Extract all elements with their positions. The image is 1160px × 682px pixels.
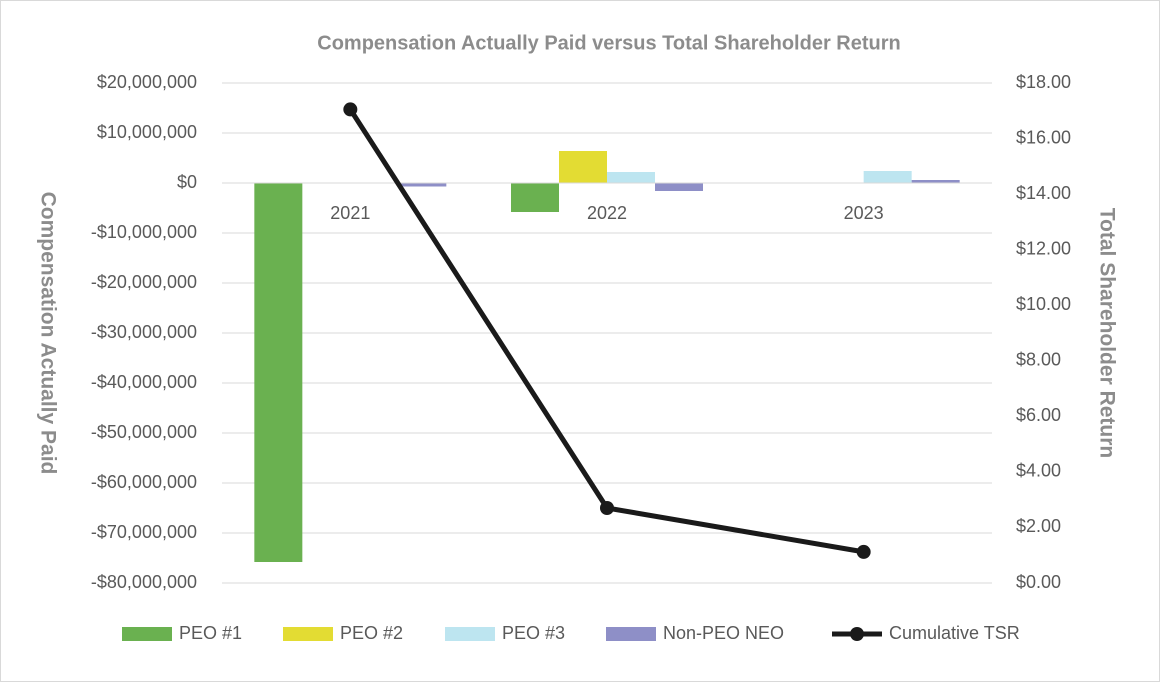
y-tick-label: -$30,000,000 [91, 322, 197, 342]
line-marker [343, 102, 358, 117]
y2-axis-title: Total Shareholder Return [1095, 208, 1118, 458]
legend-label: PEO #1 [179, 623, 242, 643]
bar [863, 171, 912, 183]
line-marker [600, 501, 614, 515]
y-tick-label: $10,000,000 [97, 122, 197, 142]
y2-tick-label: $8.00 [1016, 350, 1061, 370]
y-tick-label: -$80,000,000 [91, 572, 197, 592]
bar [911, 180, 960, 183]
bar [511, 183, 559, 212]
bar [559, 151, 607, 183]
y-tick-label: $0 [177, 172, 197, 192]
x-tick-label: 2021 [330, 203, 370, 223]
y-tick-label: -$20,000,000 [91, 272, 197, 292]
y-tick-label: -$40,000,000 [91, 372, 197, 392]
x-tick-label: 2023 [844, 203, 884, 223]
y2-tick-label: $12.00 [1016, 238, 1071, 258]
y-tick-label: -$70,000,000 [91, 522, 197, 542]
y-tick-label: -$50,000,000 [91, 422, 197, 442]
x-tick-label: 2022 [587, 203, 627, 223]
bar [398, 183, 447, 187]
y-tick-label: -$60,000,000 [91, 472, 197, 492]
bar [607, 172, 655, 183]
legend-swatch [283, 627, 333, 641]
y2-tick-label: $14.00 [1016, 183, 1071, 203]
y2-tick-label: $0.00 [1016, 572, 1061, 592]
y2-tick-label: $10.00 [1016, 294, 1071, 314]
y2-tick-label: $2.00 [1016, 516, 1061, 536]
y2-tick-label: $4.00 [1016, 461, 1061, 481]
y-tick-label: -$10,000,000 [91, 222, 197, 242]
y2-tick-label: $16.00 [1016, 127, 1071, 147]
legend-label: Cumulative TSR [889, 623, 1020, 643]
y2-tick-label: $6.00 [1016, 405, 1061, 425]
line-marker [856, 544, 871, 559]
legend-swatch [122, 627, 172, 641]
y-axis-title: Compensation Actually Paid [36, 192, 59, 475]
legend-label: PEO #3 [502, 623, 565, 643]
bar [655, 183, 703, 191]
legend-swatch [606, 627, 656, 641]
legend-marker [850, 627, 864, 641]
legend-label: Non-PEO NEO [663, 623, 784, 643]
legend-swatch [445, 627, 495, 641]
y-tick-label: $20,000,000 [97, 72, 197, 92]
chart-title: Compensation Actually Paid versus Total … [317, 32, 900, 54]
y2-tick-label: $18.00 [1016, 72, 1071, 92]
bar [254, 183, 303, 562]
legend-label: PEO #2 [340, 623, 403, 643]
